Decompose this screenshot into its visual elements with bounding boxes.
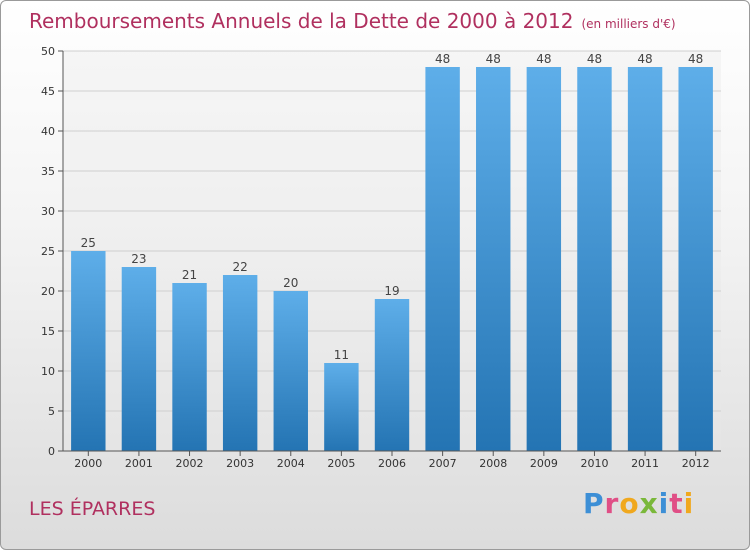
chart-title: Remboursements Annuels de la Dette de 20… xyxy=(29,9,676,33)
data-label: 20 xyxy=(283,276,298,290)
x-tick-label: 2011 xyxy=(631,457,659,470)
bar xyxy=(222,275,258,451)
bar xyxy=(425,67,460,451)
data-label: 48 xyxy=(536,52,551,66)
data-label: 48 xyxy=(587,52,602,66)
y-tick-label: 0 xyxy=(48,445,55,458)
bar xyxy=(577,67,612,451)
y-tick-label: 50 xyxy=(41,45,55,58)
proxiti-logo: Proxiti xyxy=(583,487,695,520)
data-label: 48 xyxy=(435,52,450,66)
x-tick-label: 2010 xyxy=(580,457,608,470)
x-tick-label: 2009 xyxy=(530,457,558,470)
data-label: 11 xyxy=(334,348,349,362)
x-tick-label: 2005 xyxy=(327,457,355,470)
bar xyxy=(273,291,308,451)
bar xyxy=(476,67,511,451)
y-tick-label: 35 xyxy=(41,165,55,178)
data-label: 48 xyxy=(637,52,652,66)
data-label: 25 xyxy=(81,236,96,250)
data-label: 21 xyxy=(182,268,197,282)
y-tick-label: 45 xyxy=(41,85,55,98)
x-tick-label: 2002 xyxy=(176,457,204,470)
bar xyxy=(627,67,663,451)
x-tick-label: 2007 xyxy=(429,457,457,470)
data-label: 48 xyxy=(486,52,501,66)
bar xyxy=(526,67,562,451)
x-tick-label: 2003 xyxy=(226,457,254,470)
bar xyxy=(172,283,207,451)
x-tick-label: 2004 xyxy=(277,457,305,470)
x-tick-label: 2012 xyxy=(682,457,710,470)
bar xyxy=(121,267,157,451)
data-label: 19 xyxy=(384,284,399,298)
y-tick-label: 40 xyxy=(41,125,55,138)
data-label: 22 xyxy=(233,260,248,274)
data-label: 23 xyxy=(131,252,146,266)
data-label: 48 xyxy=(688,52,703,66)
x-tick-label: 2001 xyxy=(125,457,153,470)
chart-subtitle: (en milliers d'€) xyxy=(581,17,676,31)
place-name: LES ÉPARRES xyxy=(29,498,156,520)
y-tick-label: 30 xyxy=(41,205,55,218)
y-tick-label: 15 xyxy=(41,325,55,338)
y-tick-label: 20 xyxy=(41,285,55,298)
x-tick-label: 2000 xyxy=(74,457,102,470)
y-tick-label: 5 xyxy=(48,405,55,418)
bar xyxy=(678,67,713,451)
y-tick-label: 25 xyxy=(41,245,55,258)
x-tick-label: 2006 xyxy=(378,457,406,470)
y-tick-label: 10 xyxy=(41,365,55,378)
bar xyxy=(374,299,410,451)
title-text: Remboursements Annuels de la Dette de 20… xyxy=(29,9,574,33)
x-tick-label: 2008 xyxy=(479,457,507,470)
bar xyxy=(324,363,359,451)
bar xyxy=(71,251,106,451)
